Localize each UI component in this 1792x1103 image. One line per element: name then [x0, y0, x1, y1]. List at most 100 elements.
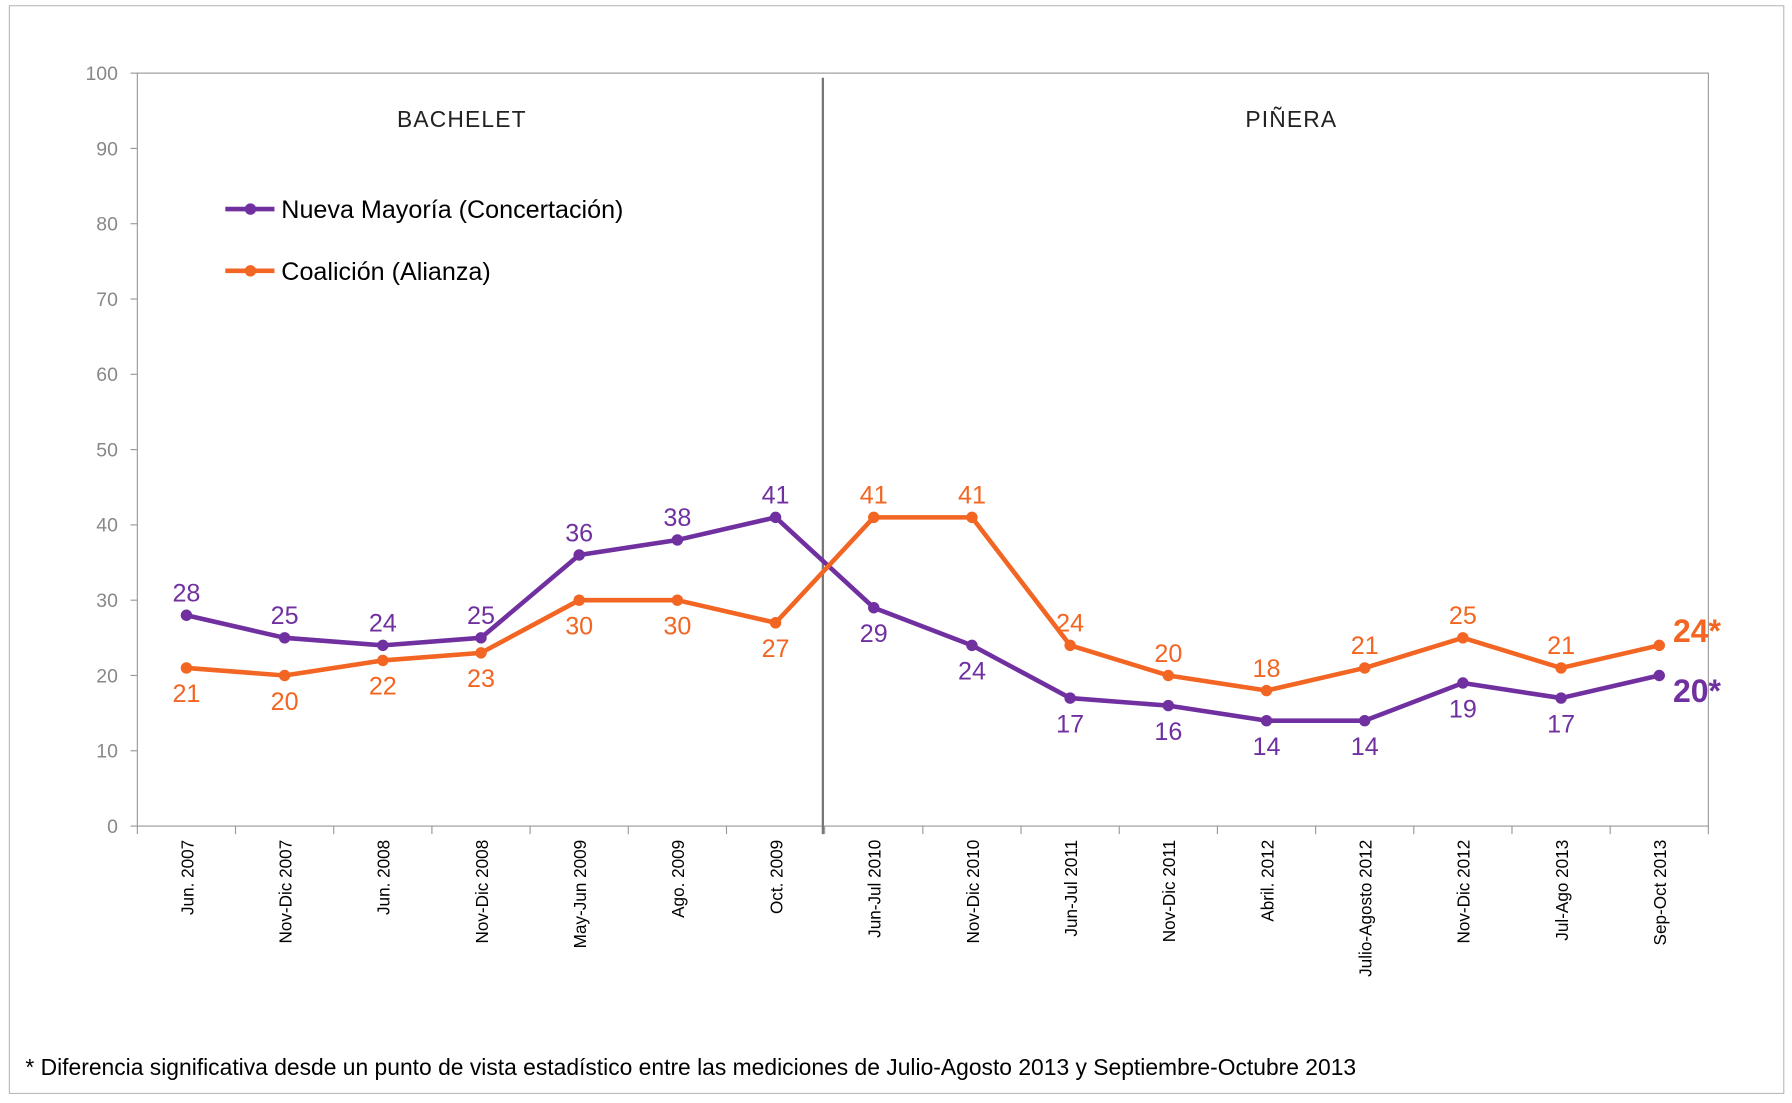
period-label: BACHELET — [397, 106, 527, 132]
point — [278, 669, 291, 682]
x-tick-label: Jun. 2007 — [177, 840, 197, 915]
point — [377, 654, 389, 667]
point — [1457, 632, 1469, 644]
point — [180, 609, 193, 621]
y-tick-label: 30 — [96, 590, 118, 612]
data-label: 17 — [1056, 710, 1084, 738]
x-tick-label: Jun. 2008 — [374, 840, 394, 915]
data-label: 25 — [467, 602, 495, 630]
point — [1162, 699, 1175, 712]
footnote: * Diferencia significativa desde un punt… — [25, 1054, 1356, 1080]
y-tick-label: 60 — [96, 364, 118, 386]
x-tick-label: Julio-Agosto 2012 — [1356, 840, 1376, 977]
data-label: 30 — [663, 612, 691, 640]
data-label: 21 — [1547, 632, 1575, 660]
series-line — [185, 515, 1660, 723]
x-tick-label: May-Jun 2009 — [570, 840, 590, 949]
y-tick-label: 40 — [96, 515, 118, 537]
point — [180, 662, 193, 674]
x-tick-label: Nov-Dic 2007 — [275, 840, 295, 944]
data-label: 17 — [1547, 710, 1575, 738]
x-tick-label: Jul-Ago 2013 — [1552, 840, 1572, 941]
data-label: 20 — [271, 688, 299, 716]
data-label: 24* — [1673, 613, 1722, 649]
point — [671, 534, 684, 546]
point — [769, 617, 782, 629]
data-label: 29 — [860, 620, 888, 648]
y-tick-label: 20 — [96, 665, 118, 687]
point — [1260, 684, 1273, 697]
period-label: PIÑERA — [1245, 106, 1337, 132]
point — [377, 639, 389, 652]
data-label: 28 — [172, 580, 200, 608]
y-tick-label: 0 — [107, 816, 118, 838]
point — [1457, 677, 1469, 689]
point — [573, 549, 585, 561]
data-label: 14 — [1351, 733, 1379, 761]
x-tick-label: Nov-Dic 2012 — [1454, 840, 1474, 944]
point — [475, 632, 487, 644]
y-tick-label: 90 — [96, 138, 118, 160]
data-label: 24 — [958, 658, 986, 686]
data-label: 18 — [1253, 655, 1281, 683]
point — [573, 594, 585, 606]
data-label: 25 — [1449, 602, 1477, 630]
point — [769, 511, 782, 524]
point — [671, 594, 684, 606]
point — [966, 639, 978, 652]
x-tick-label: Jun-Jul 2010 — [865, 840, 885, 938]
point — [1358, 714, 1371, 727]
point — [868, 511, 880, 524]
y-tick-label: 100 — [86, 63, 119, 85]
data-label: 38 — [663, 504, 691, 532]
data-label: 27 — [762, 635, 790, 663]
data-label: 41 — [860, 482, 888, 510]
legend-marker — [244, 265, 257, 277]
point — [966, 511, 978, 524]
legend-label: Coalición (Alianza) — [281, 258, 490, 286]
data-label: 24 — [1056, 610, 1084, 638]
legend-marker — [244, 203, 257, 215]
x-tick-label: Nov-Dic 2008 — [472, 840, 492, 944]
data-label: 36 — [565, 519, 593, 547]
point — [868, 602, 880, 614]
point — [1555, 662, 1567, 674]
y-tick-label: 50 — [96, 439, 118, 461]
data-label: 16 — [1154, 718, 1182, 746]
data-label: 41 — [958, 482, 986, 510]
legend-label: Nueva Mayoría (Concertación) — [281, 196, 623, 224]
point — [278, 632, 291, 644]
data-label: 22 — [369, 673, 397, 701]
point — [1555, 692, 1567, 704]
data-label: 25 — [271, 602, 299, 630]
data-label: 30 — [565, 612, 593, 640]
data-label: 21 — [1351, 632, 1379, 660]
data-label: 41 — [762, 482, 790, 510]
x-tick-label: Nov-Dic 2010 — [963, 840, 983, 944]
point — [1653, 639, 1665, 652]
data-label: 21 — [172, 680, 200, 708]
chart-border — [8, 5, 1785, 1095]
data-label: 20 — [1154, 640, 1182, 668]
point — [1358, 662, 1371, 674]
data-label: 19 — [1449, 695, 1477, 723]
data-label: 24 — [369, 610, 397, 638]
point — [475, 647, 487, 659]
point — [1162, 669, 1175, 682]
data-label: 20* — [1673, 673, 1722, 709]
y-tick-label: 80 — [96, 214, 118, 236]
y-tick-label: 70 — [96, 289, 118, 311]
point — [1653, 669, 1665, 682]
data-label: 14 — [1253, 733, 1281, 761]
x-tick-label: Abril. 2012 — [1257, 840, 1277, 922]
x-tick-label: Ago. 2009 — [668, 840, 688, 918]
series-line — [186, 515, 1660, 693]
x-tick-label: Jun-Jul 2011 — [1061, 840, 1081, 937]
x-tick-label: Nov-Dic 2011 — [1159, 840, 1179, 942]
x-tick-label: Sep-Oct 2013 — [1650, 840, 1670, 946]
point — [1064, 692, 1076, 704]
data-label: 23 — [467, 665, 495, 693]
point — [1260, 714, 1273, 727]
